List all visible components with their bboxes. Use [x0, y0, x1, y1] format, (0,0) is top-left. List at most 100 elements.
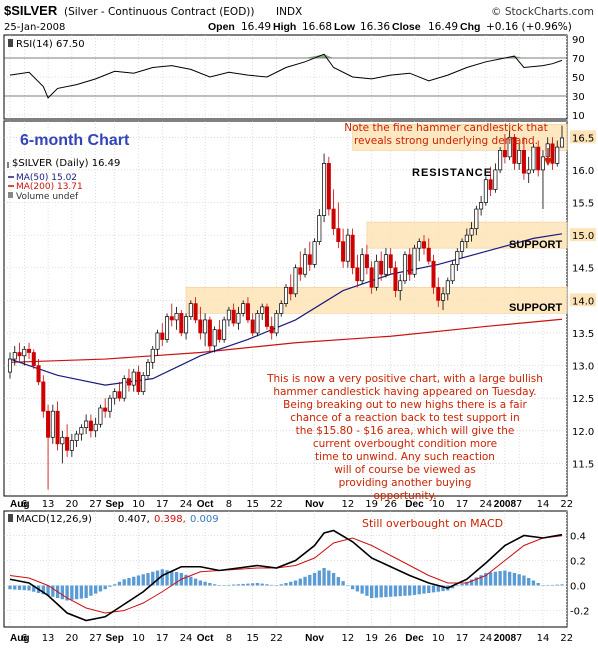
x-tick-label-macd: 14: [537, 633, 550, 644]
macd-histogram-bar: [488, 572, 493, 586]
macd-histogram-bar: [155, 570, 160, 586]
moving-averages: [9, 233, 563, 386]
legend-main: $SILVER (Daily) 16.49: [12, 158, 120, 169]
commentary-line: opportunity.: [373, 490, 436, 502]
candle-up: [241, 300, 246, 317]
candle-down: [550, 137, 555, 170]
candle-down: [407, 248, 412, 281]
macd-histogram-bar: [412, 585, 417, 595]
candle-down: [426, 238, 431, 265]
macd-histogram-bar: [84, 585, 88, 598]
x-tick-label-macd: 2008: [494, 633, 517, 644]
macd-histogram-bar: [465, 581, 469, 586]
candle-up: [155, 329, 160, 356]
macd-histogram-bar: [527, 578, 531, 586]
macd-histogram-bar: [379, 585, 383, 598]
x-tick-label-macd: Aug: [10, 633, 29, 644]
candle-up: [483, 176, 488, 206]
candle-down: [431, 254, 436, 294]
candle-down: [355, 254, 360, 288]
x-tick-label-macd: 24: [479, 633, 492, 644]
macd-histogram-bar: [517, 574, 521, 586]
candle-down: [103, 398, 108, 418]
candle-up: [283, 284, 289, 307]
macd-histogram-bar: [98, 585, 103, 592]
x-tick-label-price: Nov: [305, 499, 324, 510]
legend-ma200: MA(200) 13.71: [16, 182, 83, 192]
commentary-line: chance of a reaction back to test suppor…: [290, 412, 519, 424]
candle-up: [145, 359, 151, 379]
x-tick-label-price: 10: [432, 499, 445, 510]
commentary-line: hammer candlestick having appeared on Tu…: [273, 386, 536, 398]
macd-histogram-bar: [289, 581, 293, 586]
commentary-line: current overbought condition more: [313, 438, 497, 450]
price-tick-label: 16.5: [572, 133, 594, 144]
rsi-overbought-fill: [305, 54, 325, 58]
candle-up: [398, 274, 403, 301]
candle-up: [374, 254, 379, 291]
macd-histogram-bar: [327, 570, 331, 586]
macd-histogram-bar: [8, 585, 12, 590]
candle-up: [74, 430, 79, 448]
candle-down: [341, 228, 346, 268]
candle-down: [193, 297, 198, 324]
macd-histogram-bar: [122, 579, 126, 586]
candle-up: [122, 375, 127, 402]
x-tick-label-price: 14: [537, 499, 550, 510]
candle-down: [264, 303, 269, 330]
rsi-tick-label: 30: [572, 92, 585, 103]
candle-down: [207, 316, 212, 353]
macd-histogram-bar: [270, 584, 274, 586]
x-tick-label-price: 2008: [494, 499, 517, 510]
chg-value: +0.16 (+0.96%): [486, 21, 572, 33]
symbol-title: $SILVER: [4, 3, 58, 18]
candle-down: [117, 381, 122, 402]
macd-histogram-bar: [70, 585, 74, 600]
x-tick-label-macd: 13: [42, 633, 55, 644]
x-tick-label-macd: 20: [65, 633, 78, 644]
price-tick-label: 12.5: [572, 394, 594, 405]
macd-histogram-bar: [460, 583, 464, 586]
macd-histogram-bar: [417, 585, 421, 595]
candle-up: [526, 156, 531, 183]
macd-histogram-bar: [165, 570, 169, 586]
rsi-series: [9, 53, 563, 99]
x-tick-label-price: 7: [516, 499, 522, 510]
candle-up: [226, 306, 231, 327]
macd-histogram-bar: [274, 585, 279, 586]
macd-histogram-bar: [284, 583, 288, 586]
macd-histogram-bar: [212, 584, 217, 586]
macd-histogram-bar: [384, 585, 388, 598]
x-tick-label-price: 22: [270, 499, 283, 510]
x-tick-label-price: 19: [365, 499, 378, 510]
macd-histogram-bar: [160, 569, 164, 586]
macd-histogram-bar: [222, 585, 226, 586]
macd-histogram-bar: [493, 571, 498, 586]
candle-up: [322, 153, 327, 223]
macd-histogram-bar: [522, 575, 526, 586]
candle-up: [84, 414, 89, 435]
candle-up: [517, 143, 522, 170]
hammer-note-line1: Note the fine hammer candlestick that: [344, 122, 547, 134]
candle-up: [383, 248, 388, 278]
candle-down: [350, 228, 355, 275]
rsi-tick-label: 90: [572, 35, 585, 46]
macd-histogram-bar: [136, 575, 141, 586]
macd-histogram-bar: [322, 568, 326, 586]
chg-label: Chg: [460, 21, 480, 33]
macd-histogram-bar: [184, 574, 188, 586]
open-label: Open: [208, 21, 235, 33]
macd-histogram-bar: [479, 575, 483, 586]
candle-up: [50, 404, 55, 444]
macd-histogram-bar: [231, 584, 236, 586]
candle-up: [469, 222, 474, 242]
candle-up: [131, 368, 136, 392]
x-tick-label-price: 17: [456, 499, 469, 510]
macd-histogram-bar: [550, 584, 555, 586]
candle-up: [260, 303, 265, 320]
commentary-line: the $15.80 - $16 area, which will give t…: [296, 425, 515, 437]
macd-histogram-bar: [308, 574, 312, 586]
symbol-name: (Silver - Continuous Contract (EOD)): [64, 6, 254, 18]
macd-histogram-bar: [369, 585, 374, 598]
macd-histogram-bar: [203, 581, 207, 586]
